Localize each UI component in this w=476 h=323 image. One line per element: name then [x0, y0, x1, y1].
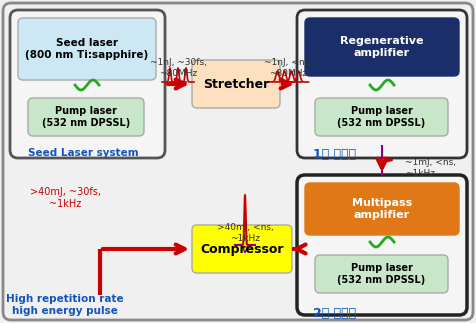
Text: Pump laser
(532 nm DPSSL): Pump laser (532 nm DPSSL) [42, 106, 130, 128]
Text: ~1nJ, ~30fs,
~80MHz: ~1nJ, ~30fs, ~80MHz [149, 58, 207, 78]
FancyBboxPatch shape [10, 10, 165, 158]
Text: Regenerative
amplifier: Regenerative amplifier [340, 36, 424, 58]
FancyBboxPatch shape [305, 18, 459, 76]
Text: Pump laser
(532 nm DPSSL): Pump laser (532 nm DPSSL) [337, 263, 426, 285]
Text: 2차 증폭단: 2차 증폭단 [313, 307, 357, 320]
Text: High repetition rate
high energy pulse: High repetition rate high energy pulse [6, 294, 124, 316]
FancyBboxPatch shape [28, 98, 144, 136]
Text: >40mJ, ~30fs,
~1kHz: >40mJ, ~30fs, ~1kHz [30, 187, 100, 209]
FancyBboxPatch shape [315, 98, 448, 136]
FancyBboxPatch shape [18, 18, 156, 80]
Text: Stretcher: Stretcher [203, 78, 269, 90]
Text: ~1mJ, <ns,
~1kHz: ~1mJ, <ns, ~1kHz [405, 158, 456, 178]
Text: 1차 증폭단: 1차 증폭단 [313, 148, 357, 161]
Text: Compressor: Compressor [200, 243, 284, 255]
Text: >40mJ, <ns,
~1kHz: >40mJ, <ns, ~1kHz [217, 223, 273, 243]
FancyBboxPatch shape [192, 60, 280, 108]
FancyBboxPatch shape [297, 175, 467, 315]
Text: Pump laser
(532 nm DPSSL): Pump laser (532 nm DPSSL) [337, 106, 426, 128]
FancyBboxPatch shape [192, 225, 292, 273]
Text: Seed Laser system: Seed Laser system [28, 148, 139, 158]
Text: Seed laser
(800 nm Ti:sapphire): Seed laser (800 nm Ti:sapphire) [25, 38, 149, 60]
FancyBboxPatch shape [315, 255, 448, 293]
FancyBboxPatch shape [305, 183, 459, 235]
Text: Multipass
amplifier: Multipass amplifier [352, 198, 412, 220]
FancyBboxPatch shape [3, 3, 473, 320]
FancyBboxPatch shape [297, 10, 467, 158]
Text: ~1nJ, <ns,
~80MHz: ~1nJ, <ns, ~80MHz [264, 58, 312, 78]
